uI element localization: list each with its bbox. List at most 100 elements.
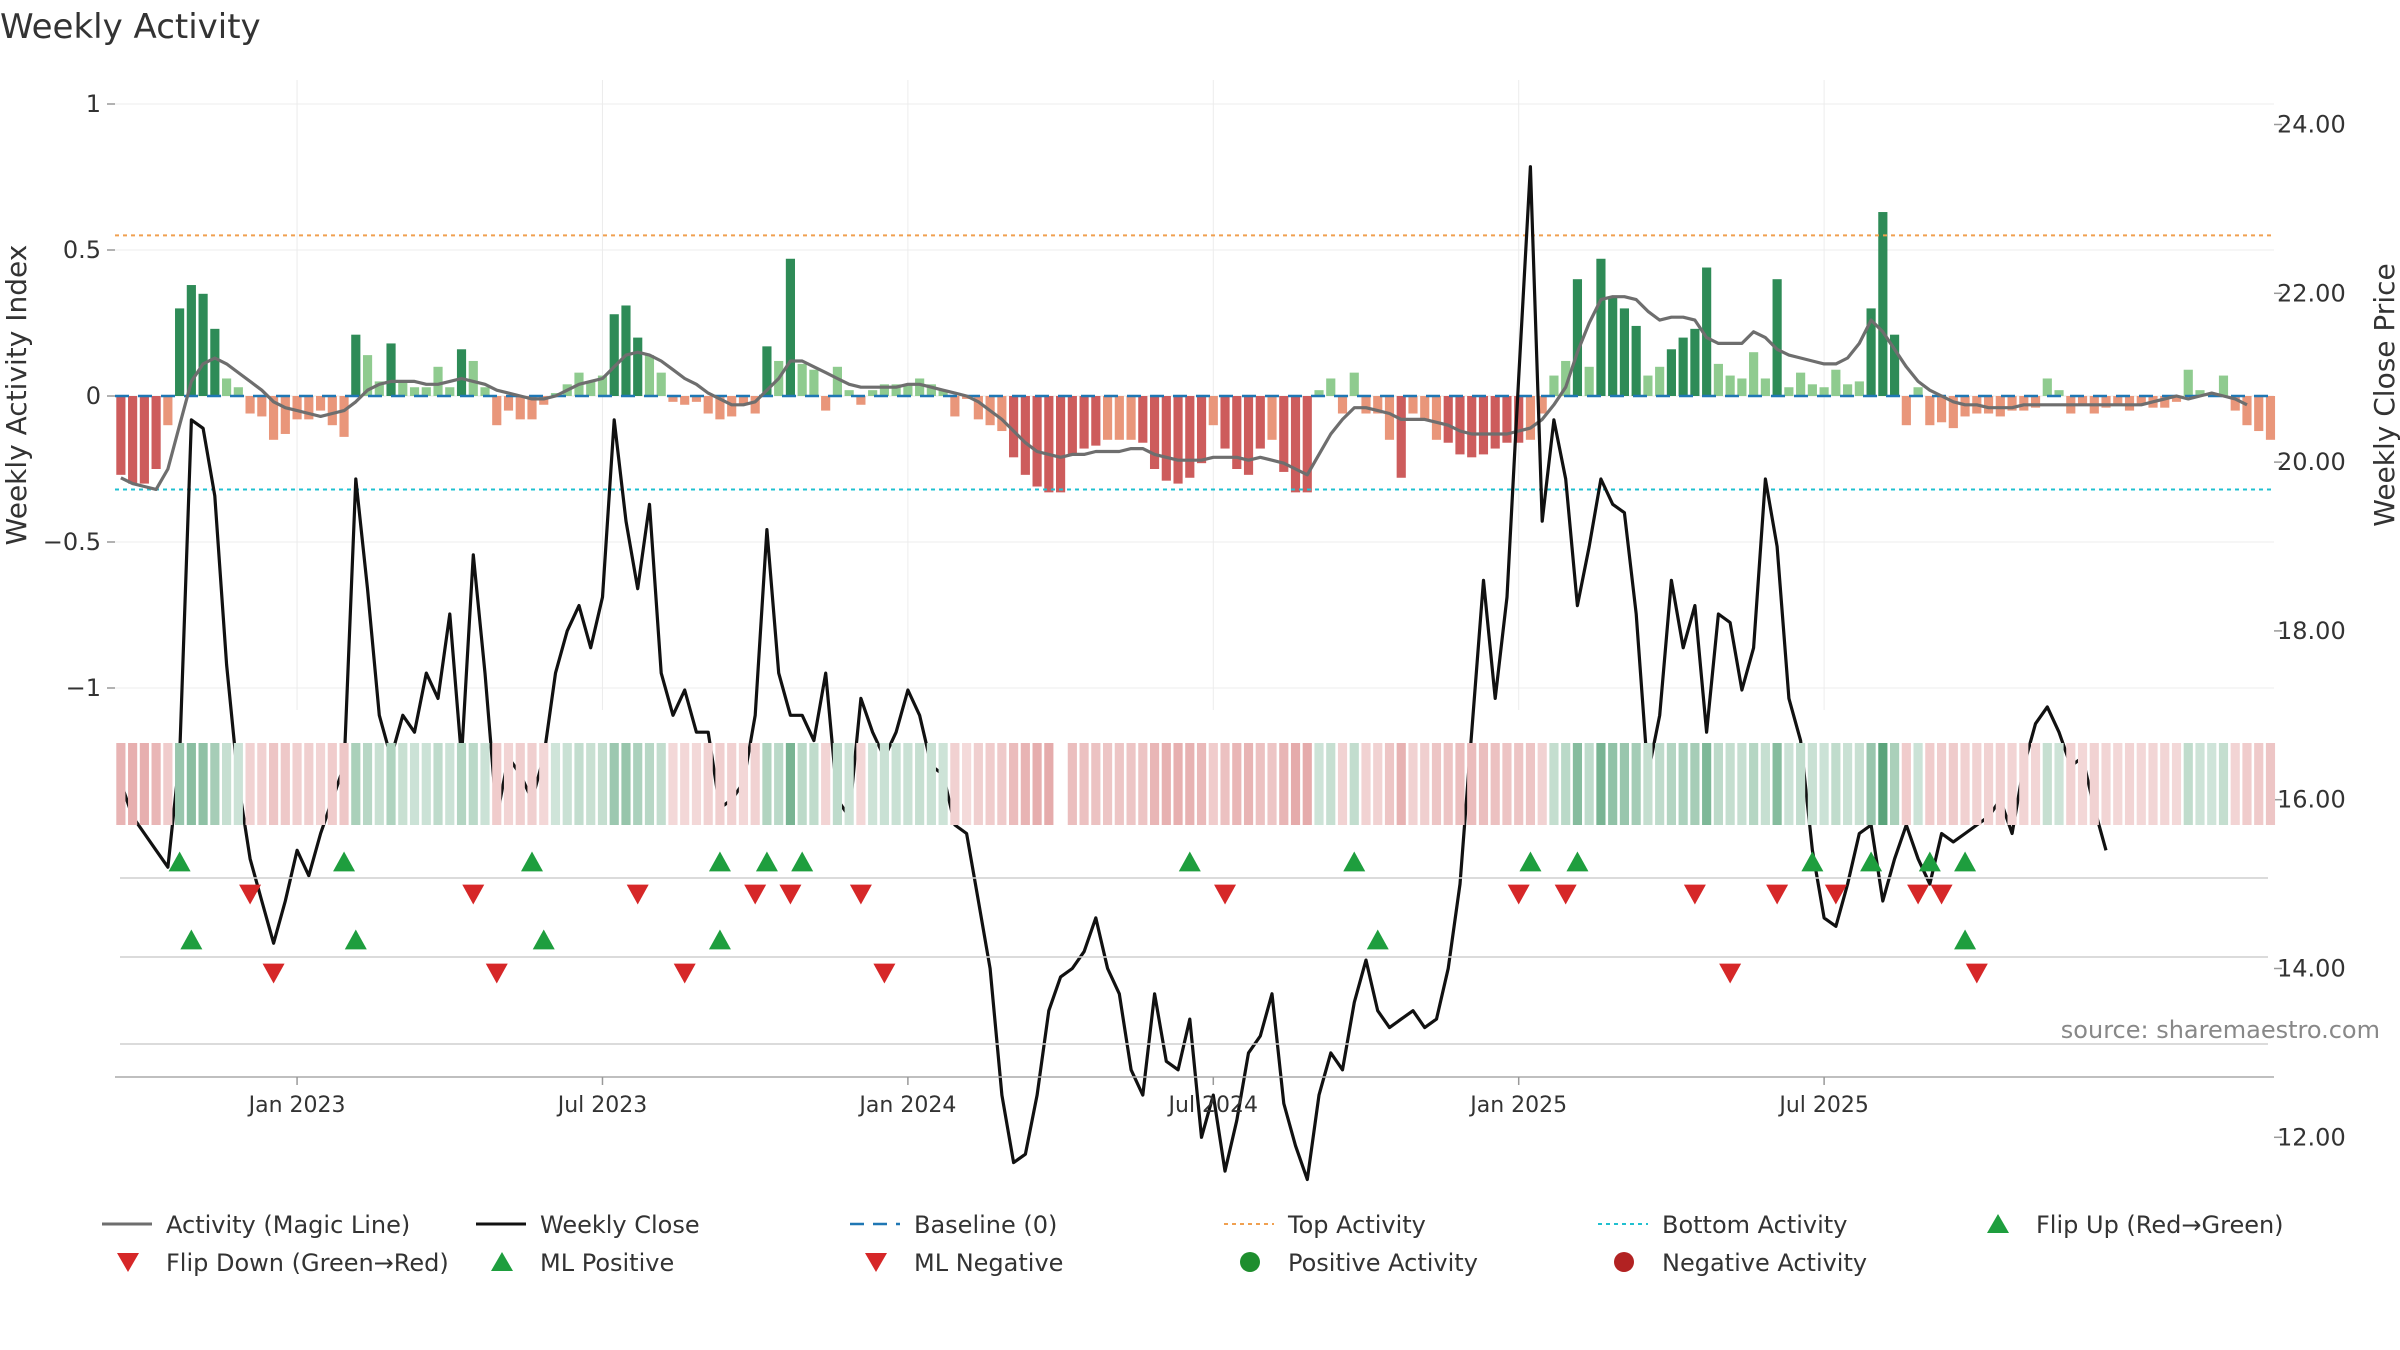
heat-cell [586,743,596,825]
activity-bar [703,396,713,414]
heat-cell [421,743,431,825]
heat-cell [550,743,561,825]
legend-swatch [1240,1252,1260,1272]
activity-bar [374,381,384,396]
axes: Weekly Activity Index Weekly Close Price… [0,90,2400,1151]
activity-bar [527,396,537,420]
activity-bar [1267,396,1277,440]
x-tick-label: Jan 2023 [247,1093,346,1118]
heat-cell [597,743,608,825]
heat-cell [1490,743,1500,825]
heat-cell [633,743,643,825]
activity-bar [609,314,619,396]
heat-cell [762,743,772,825]
heat-cell [821,743,831,825]
heat-cell [1302,743,1312,825]
heat-cell [1760,743,1770,825]
heat-cell [351,743,361,825]
activity-bar [1572,279,1583,396]
heat-cell [1948,743,1958,825]
heat-cell [1913,743,1923,825]
heat-cell [1608,743,1618,825]
legend-item: Flip Up (Red→Green) [1987,1211,2284,1239]
activity-bar [1631,325,1641,396]
heat-cell [844,743,854,825]
heat-cell [656,743,666,825]
heat-cell [175,743,185,825]
flip-up-marker [520,851,543,872]
activity-bar [1713,363,1723,396]
heat-cell [1126,743,1136,825]
heat-cell [257,743,267,825]
activity-bar [245,396,255,414]
heat-cell [1149,743,1160,825]
activity-bar [1549,375,1559,396]
y-tick-label: −1 [66,674,101,702]
legend-item: Activity (Magic Line) [102,1211,410,1239]
activity-bar [1420,396,1430,420]
legend-label: ML Positive [540,1249,674,1277]
heat-cell [304,743,314,825]
activity-bar [785,258,796,396]
legend-item: Top Activity [1224,1211,1426,1239]
activity-bar [1279,396,1289,472]
activity-bar [1455,396,1465,455]
heat-cell [891,743,901,825]
heat-cell [2218,743,2229,825]
activity-bar [2113,396,2123,405]
chart-title: Weekly Activity [0,7,261,47]
activity-bar [1749,352,1759,396]
activity-bar [116,396,126,475]
flip-up-marker [755,851,778,872]
heat-cell [562,743,572,825]
heat-cell [1243,743,1254,825]
heat-cell [1420,743,1430,825]
heat-cell [1138,743,1148,825]
activity-bar [1009,396,1019,458]
activity-bar [186,285,196,396]
y2-axis-label: Weekly Close Price [2368,263,2400,526]
activity-bar [1678,337,1688,396]
heat-cell [1561,743,1571,825]
heat-cell [868,743,878,825]
flip-up-marker [1566,851,1589,872]
activity-bar [398,381,408,396]
heat-cell [915,743,925,825]
activity-bar [2054,390,2064,396]
legend-item: Baseline (0) [850,1211,1057,1239]
activity-bar [1737,378,1747,396]
flip-up-marker [1178,851,1201,872]
activity-bar [1396,396,1406,478]
heat-cell [339,743,349,825]
flip-down-marker [1907,884,1930,905]
heat-cell [1467,743,1477,825]
ml-positive-marker [180,929,203,950]
activity-bar [1948,396,1958,429]
legend-label: Flip Down (Green→Red) [166,1249,449,1277]
activity-bar [621,305,631,396]
flip-down-marker [626,884,649,905]
ml-negative-marker [1965,963,1988,984]
flip-up-marker [333,851,356,872]
activity-bar [809,369,819,396]
heat-cell [2160,743,2170,825]
activity-bar [1431,396,1442,440]
activity-bar [668,396,678,402]
activity-bar [1866,308,1876,396]
activity-bar [386,343,396,396]
heat-cell [1807,743,1817,825]
activity-bar [750,396,760,414]
heat-cell [2183,743,2193,825]
activity-bar [1361,396,1371,414]
activity-bar [198,293,208,396]
heat-cell [1901,743,1911,825]
y2-tick-label: 16.00 [2277,786,2346,814]
legend-label: Flip Up (Red→Green) [2036,1211,2284,1239]
heat-cell [1161,743,1171,825]
ml-negative-marker [673,963,696,984]
ml-negative-marker [873,963,896,984]
activity-bar [1126,396,1136,440]
y2-tick-label: 22.00 [2277,279,2346,307]
heat-cell [468,743,478,825]
activity-bar [1831,369,1841,396]
